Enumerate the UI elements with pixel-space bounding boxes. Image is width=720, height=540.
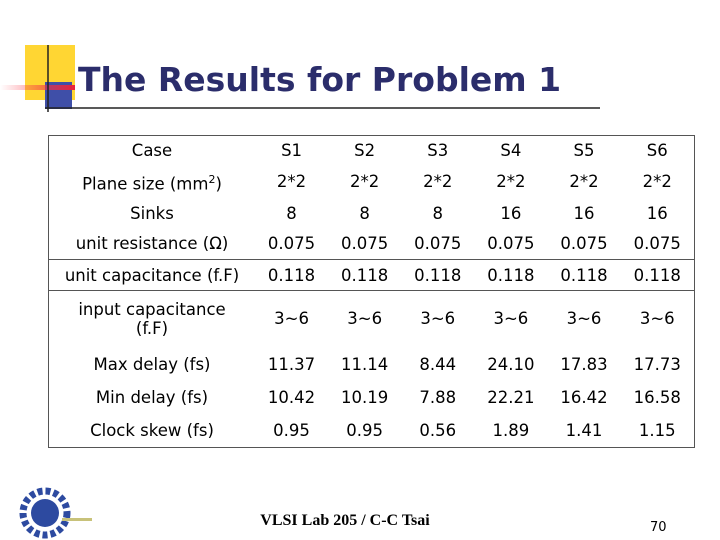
cell: 11.37 [267, 354, 316, 374]
row: Min delay (fs) 10.42 10.19 7.88 22.21 16.42 16… [49, 382, 695, 414]
row: Sinks 8 8 8 16 16 16 [49, 198, 695, 229]
cell: 0.075 [487, 234, 535, 254]
cell: 0.95 [346, 420, 384, 440]
row-label: input capacitance (f.F) [49, 291, 256, 347]
cell: 2*2 [569, 172, 599, 191]
row: input capacitance (f.F) 3~6 3~6 3~6 3~6 3~6 3~6 [49, 291, 695, 347]
cell: 0.118 [547, 259, 621, 291]
cell: 0.075 [414, 234, 462, 254]
row-label: Plane size (mm2) [49, 166, 256, 198]
cell: 16.58 [633, 388, 681, 407]
header-cell: S2 [354, 141, 376, 161]
header-cell: S1 [281, 141, 303, 161]
label-line: (f.F) [135, 318, 169, 338]
red-bar [0, 85, 75, 90]
footer: VLSI Lab 205 / C-C Tsai [260, 512, 430, 529]
cell: 2*2 [350, 172, 380, 191]
logo [19, 487, 92, 539]
row-label: Min delay (fs) [95, 388, 209, 407]
header-cell: S3 [427, 141, 449, 161]
cell: 3~6 [274, 309, 309, 329]
cell: 2*2 [423, 172, 453, 191]
cell: 16 [500, 203, 522, 223]
label-text: Plane size (mm [82, 174, 209, 194]
cell: 16 [646, 203, 668, 223]
row-label: unit capacitance (f.F) [48, 259, 255, 291]
cell: 16.42 [560, 388, 608, 407]
cell: 24.10 [487, 354, 535, 374]
cell: 17.83 [560, 354, 608, 374]
row-label: unit resistance (Ω) [75, 234, 229, 254]
label-line: input capacitance [78, 299, 226, 319]
cell: 17.73 [633, 354, 681, 374]
row: Max delay (fs) 11.37 11.14 8.44 24.10 17.83 17… [49, 347, 695, 382]
header-cell: S6 [646, 141, 668, 161]
cell: 7.88 [419, 388, 457, 407]
cell: 1.41 [565, 420, 603, 440]
cell: 3~6 [493, 309, 529, 329]
page-number: 70 [650, 520, 667, 535]
cell: 3~6 [420, 309, 456, 329]
cell: 8 [432, 203, 444, 223]
cell: 0.118 [328, 259, 402, 291]
cell: 3~6 [347, 309, 383, 329]
cell: 3~6 [566, 309, 602, 329]
cell: 8 [359, 203, 370, 223]
superscript: 2 [208, 172, 216, 186]
cell: 0.075 [267, 234, 316, 254]
row: unit capacitance (f.F) 0.118 0.118 0.118 0.1… [48, 259, 695, 291]
row-label: Max delay (fs) [93, 354, 211, 374]
cell: 11.14 [341, 354, 389, 374]
cell: 16 [573, 203, 595, 223]
title: The Results for Problem 1 [78, 60, 562, 99]
cell: 8.44 [419, 354, 457, 374]
cell: 0.118 [474, 259, 548, 291]
row: Clock skew (fs) 0.95 0.95 0.56 1.89 1.41 1.15 [49, 414, 695, 448]
header-cell: S4 [500, 141, 522, 161]
row: Plane size (mm2) 2*2 2*2 2*2 2*2 2*2 2*2 [49, 166, 695, 198]
header-cell: S5 [573, 141, 595, 161]
cell: 0.075 [633, 234, 681, 254]
results-table: Case S1 S2 S3 S4 S5 S6 Plane size (mm2) 2*2 2*2 2*… [48, 135, 695, 448]
cell: 22.21 [487, 388, 535, 407]
header-cell: Case [131, 141, 173, 161]
cell: 0.118 [620, 259, 695, 291]
cell: 10.19 [341, 388, 389, 407]
row-label: Clock skew (fs) [90, 420, 214, 440]
cell: 0.075 [560, 234, 608, 254]
label-tail: ) [215, 174, 222, 194]
cell: 0.075 [341, 234, 389, 254]
cell: 8 [286, 203, 297, 223]
cell: 10.42 [267, 388, 316, 407]
cell: 0.118 [401, 259, 475, 291]
cell: 3~6 [639, 309, 675, 329]
cell: 2*2 [496, 172, 526, 191]
row: unit resistance (Ω) 0.075 0.075 0.075 0.075 0… [49, 229, 695, 260]
cell: 0.95 [273, 420, 310, 440]
cell: 2*2 [642, 172, 672, 191]
cell: 1.89 [492, 420, 530, 440]
cell: 1.15 [638, 420, 676, 440]
header-row: Case S1 S2 S3 S4 S5 S6 [49, 136, 695, 166]
cell: 0.56 [419, 420, 457, 440]
row-label: Sinks [130, 203, 174, 223]
cell: 2*2 [276, 172, 307, 191]
cell: 0.118 [255, 259, 329, 291]
